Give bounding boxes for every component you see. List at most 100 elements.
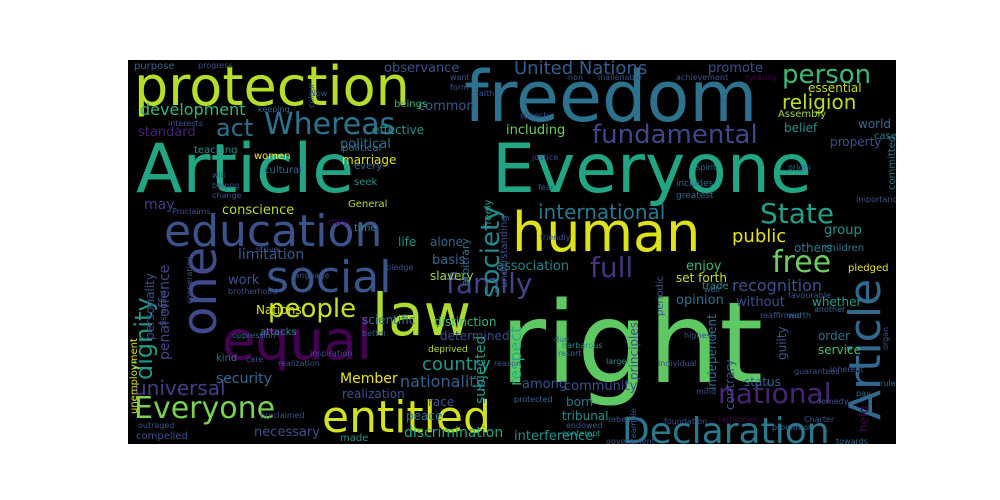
word: Article <box>136 130 355 209</box>
word: human <box>512 201 701 264</box>
word: including <box>506 123 566 138</box>
word: time <box>354 223 377 234</box>
word: compelled <box>136 431 188 442</box>
word: security <box>216 371 272 387</box>
word: promote <box>708 61 763 76</box>
word: children <box>824 243 865 254</box>
word: brotherhood <box>228 287 278 296</box>
word: territories <box>718 415 758 424</box>
word: world <box>858 117 892 131</box>
word: faith <box>476 89 495 98</box>
word: family <box>446 267 533 300</box>
word: freely <box>483 199 494 228</box>
word: beings <box>394 99 428 110</box>
word: country <box>422 354 491 375</box>
word: Assembly <box>778 109 827 120</box>
word: foundation <box>664 417 708 426</box>
word: slavery <box>430 269 474 283</box>
word: language <box>292 271 330 280</box>
word: State <box>760 197 835 230</box>
word: education <box>164 206 383 257</box>
word: principles <box>627 321 641 380</box>
word: life <box>398 235 417 249</box>
word: promotion <box>772 423 814 432</box>
word: remedy <box>818 397 849 406</box>
word: will <box>212 171 226 180</box>
word: recognition <box>732 276 823 295</box>
word: political <box>340 137 391 152</box>
word: interference <box>514 429 594 444</box>
word: another <box>814 305 846 314</box>
word: belong <box>212 181 240 190</box>
word: mind <box>696 387 717 396</box>
word: barbarous <box>562 341 603 350</box>
word: realization <box>278 359 320 368</box>
word: property <box>830 135 882 149</box>
word: law <box>372 281 472 349</box>
word: speech <box>520 111 549 120</box>
word: set forth <box>676 271 727 285</box>
word: political <box>342 143 382 154</box>
word: protected <box>514 395 553 404</box>
word: case <box>874 131 896 142</box>
word: Nations <box>256 303 302 317</box>
word: change <box>212 191 242 200</box>
word: keeping <box>258 105 290 114</box>
word: realization <box>342 387 405 401</box>
word: guarantees <box>794 367 840 376</box>
word: contrary <box>723 359 737 410</box>
word: personality <box>143 273 157 340</box>
word: alone <box>430 235 464 249</box>
word: work <box>228 273 260 288</box>
word: opinion <box>676 293 724 308</box>
word: attacks <box>260 327 297 338</box>
word: full <box>590 251 634 284</box>
word: care <box>246 355 264 364</box>
word: larger <box>606 357 630 366</box>
word: cooperation <box>185 256 194 304</box>
word: periodic <box>655 275 666 316</box>
word: Whereas <box>264 107 396 142</box>
word: community <box>564 379 638 394</box>
word: outraged <box>138 421 175 430</box>
word: kind <box>216 353 238 364</box>
word: independent <box>705 314 719 390</box>
word: Proclaims <box>172 207 211 216</box>
word: universal <box>134 376 226 400</box>
word: tyranny <box>746 73 777 82</box>
word: interests <box>168 119 203 128</box>
word: development <box>140 100 246 119</box>
word: standard <box>138 125 196 140</box>
word: born <box>566 395 594 409</box>
word: person <box>782 60 872 90</box>
word: Preamble <box>629 408 638 444</box>
word: Everyone <box>134 391 276 426</box>
word: limitation <box>238 247 305 263</box>
word: achievement <box>676 73 729 82</box>
word: group <box>824 223 862 238</box>
word: rebellion <box>608 415 643 424</box>
word: fear <box>538 183 554 192</box>
word: fundamental <box>592 120 758 150</box>
word: unemployment <box>129 338 140 414</box>
word: subjected <box>473 335 489 404</box>
word: favourable <box>788 291 831 300</box>
word: want <box>450 73 470 82</box>
word: proclaimed <box>260 411 305 420</box>
word: teaching <box>194 145 238 156</box>
word: determined <box>440 329 510 343</box>
word: freedom <box>464 60 758 138</box>
word: contempt <box>562 429 601 438</box>
word: pay <box>856 389 871 398</box>
word: right <box>500 279 764 409</box>
word: endowed <box>566 421 603 430</box>
word: tribunal <box>562 409 609 423</box>
word: inalienable <box>598 73 642 82</box>
word: friendly <box>540 233 571 242</box>
word: held <box>857 406 871 432</box>
word: association <box>496 259 570 274</box>
word: others <box>794 241 833 255</box>
word: discrimination <box>404 425 504 441</box>
word: people <box>268 294 357 324</box>
word: whether <box>812 295 862 309</box>
